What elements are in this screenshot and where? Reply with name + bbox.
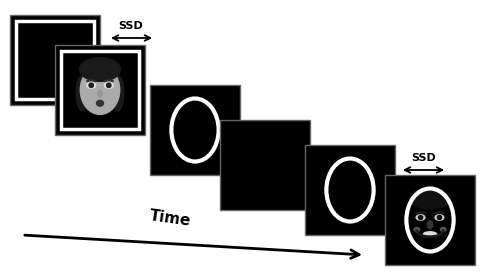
- Ellipse shape: [104, 80, 113, 82]
- Text: Time: Time: [148, 208, 192, 228]
- Bar: [220, 120, 310, 210]
- Ellipse shape: [87, 80, 96, 82]
- Text: SSD: SSD: [118, 21, 144, 31]
- Ellipse shape: [410, 195, 451, 245]
- Ellipse shape: [87, 82, 96, 89]
- Ellipse shape: [113, 76, 124, 110]
- Ellipse shape: [98, 90, 102, 97]
- Bar: [150, 85, 240, 175]
- Ellipse shape: [416, 215, 425, 220]
- Bar: [10, 15, 100, 105]
- Ellipse shape: [435, 215, 444, 220]
- Ellipse shape: [80, 65, 120, 115]
- Ellipse shape: [416, 212, 426, 214]
- Ellipse shape: [414, 228, 420, 231]
- Text: SSD: SSD: [412, 153, 436, 163]
- Ellipse shape: [106, 83, 111, 87]
- Ellipse shape: [427, 221, 433, 229]
- Ellipse shape: [409, 188, 451, 209]
- Ellipse shape: [434, 212, 444, 214]
- Ellipse shape: [418, 215, 422, 219]
- Ellipse shape: [89, 83, 94, 87]
- Ellipse shape: [80, 58, 120, 81]
- Bar: [62, 51, 138, 129]
- Ellipse shape: [104, 82, 113, 89]
- Bar: [305, 145, 395, 235]
- Ellipse shape: [424, 232, 436, 236]
- Ellipse shape: [96, 100, 103, 106]
- Ellipse shape: [438, 215, 442, 219]
- Bar: [385, 175, 475, 265]
- Bar: [55, 45, 145, 135]
- Bar: [16, 21, 94, 99]
- Ellipse shape: [76, 76, 87, 110]
- Ellipse shape: [440, 228, 446, 231]
